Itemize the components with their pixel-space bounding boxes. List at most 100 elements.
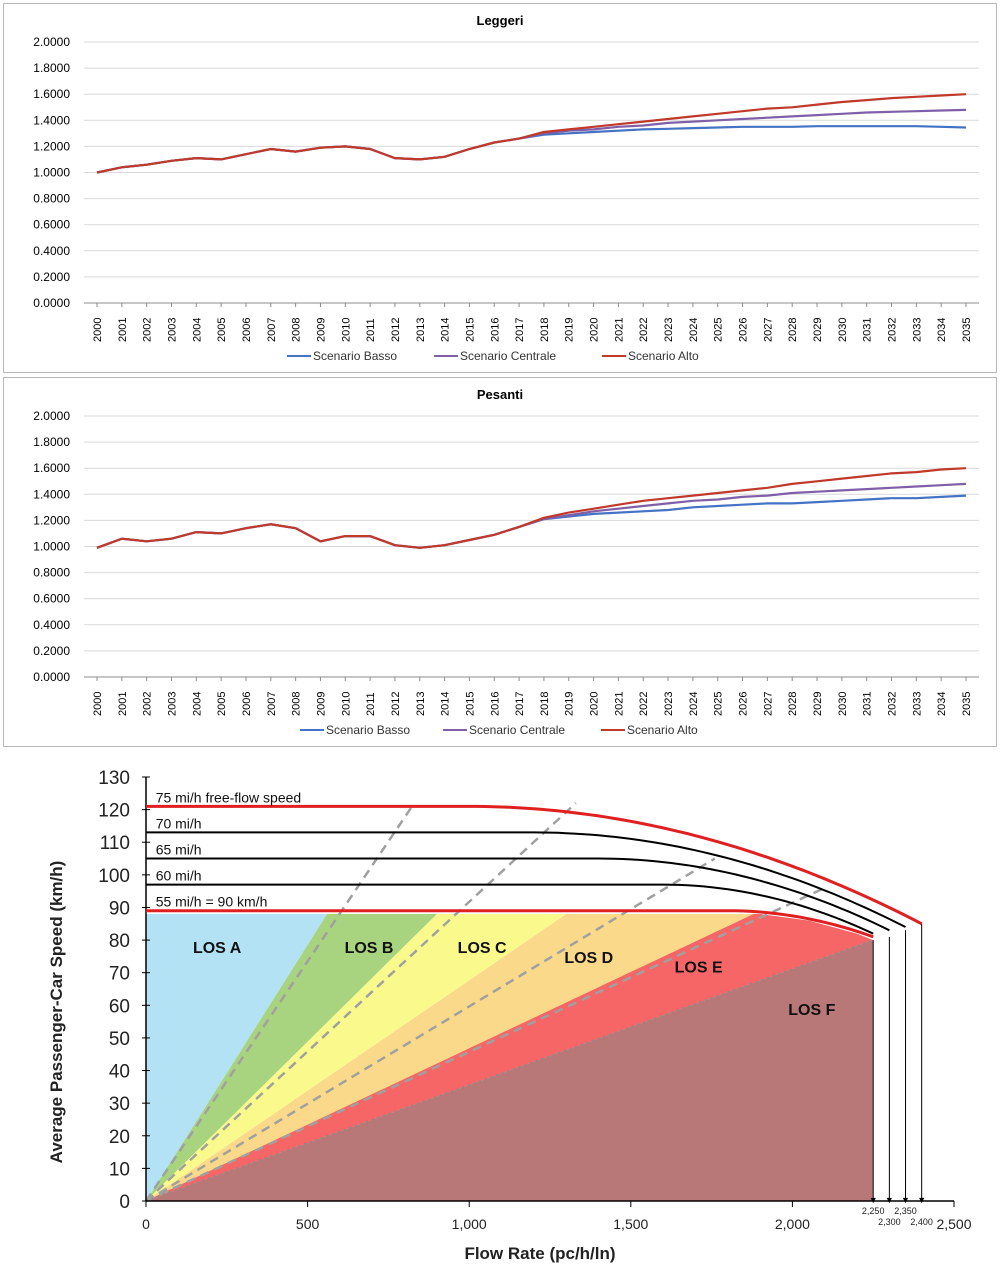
y-tick-label: 10	[109, 1159, 130, 1180]
x-tick-label: 2023	[663, 692, 675, 716]
x-tick-label: 2034	[936, 318, 948, 342]
x-tick-label: 0	[142, 1216, 150, 1232]
capacity-label: 2,300	[878, 1217, 901, 1227]
y-tick-label: 1.0000	[33, 540, 70, 554]
speed-curve-label: 75 mi/h free-flow speed	[156, 789, 302, 805]
capacity-arrow: ▼	[901, 1195, 910, 1205]
speed-curve	[146, 804, 923, 926]
y-tick-label: 0.6000	[33, 592, 70, 606]
chart-panel-pesanti: Pesanti 0.0000 0.2000 0.4000 0.6000 0.8000 1.0…	[3, 377, 997, 747]
x-tick-label: 2,000	[775, 1216, 810, 1232]
x-tick-label: 2025	[713, 692, 725, 716]
x-tick-label: 2029	[812, 318, 824, 342]
x-tick-label: 2009	[315, 692, 327, 716]
series-line-scenario-alto	[96, 93, 967, 174]
x-tick-label: 2025	[713, 318, 725, 342]
los-b-region	[146, 914, 437, 1201]
x-tick-label: 2017	[514, 318, 526, 342]
x-tick-label: 2012	[390, 318, 402, 342]
chart-title: Pesanti	[477, 387, 523, 402]
x-tick-label: 2005	[216, 318, 228, 342]
density-line-ef	[145, 939, 874, 1202]
y-tick-label: 0.8000	[33, 192, 70, 206]
x-tick-label: 2,500	[936, 1216, 971, 1232]
density-line-de	[145, 886, 826, 1203]
x-tick-label: 2004	[191, 318, 203, 342]
speed-curve-label: 55 mi/h = 90 km/h	[156, 894, 268, 910]
x-tick-label: 2021	[613, 318, 625, 342]
los-c-region	[146, 914, 567, 1201]
x-tick-label: 2031	[862, 692, 874, 716]
los-label: LOS B	[345, 940, 394, 957]
y-tick-label: 1.4000	[33, 487, 70, 501]
chart-panel-leggeri: Leggeri 0.0000 0.2000 0.4000 0.6000 0.8000 1.0…	[3, 3, 997, 373]
speed-curve	[146, 883, 874, 935]
y-axis-title: Average Passenger-Car Speed (km/h)	[47, 861, 66, 1164]
y-tick-label: 110	[100, 833, 130, 854]
y-tick-label: 20	[109, 1127, 130, 1148]
x-tick-label: 2030	[837, 692, 849, 716]
legend-label: Scenario Basso	[313, 349, 397, 363]
x-tick-label: 2018	[539, 692, 551, 716]
y-tick-label: 1.6000	[33, 87, 70, 101]
y-tick-label: 50	[109, 1029, 130, 1050]
los-d-region	[146, 914, 754, 1201]
y-tick-label: 0.0000	[33, 296, 70, 310]
y-tick-label: 0.2000	[33, 644, 70, 658]
los-label: LOS C	[458, 940, 507, 957]
x-tick-label: 2008	[291, 318, 303, 342]
los-label: LOS F	[788, 1002, 835, 1019]
x-axis-title: Flow Rate (pc/h/ln)	[464, 1244, 615, 1263]
series-line-scenario-alto	[96, 467, 967, 549]
x-tick-label: 2033	[911, 692, 923, 716]
x-tick-label: 2026	[738, 318, 750, 342]
capacity-arrow: ▼	[917, 1195, 926, 1205]
capacity-label: 2,350	[894, 1206, 917, 1216]
y-tick-label: 1.2000	[33, 513, 70, 527]
x-tick-label: 2014	[440, 692, 452, 716]
y-tick-label: 120	[98, 801, 130, 822]
legend-label: Scenario Alto	[627, 723, 698, 737]
x-tick-label: 2006	[241, 318, 253, 342]
x-tick-label: 2000	[92, 318, 104, 342]
x-tick-label: 2019	[564, 318, 576, 342]
y-tick-label: 2.0000	[33, 409, 70, 423]
y-tick-label: 90	[109, 898, 130, 919]
series-line-scenario-basso	[96, 125, 967, 174]
los-label: LOS D	[564, 950, 613, 967]
x-tick-label: 2032	[887, 318, 899, 342]
speed-curve	[146, 909, 874, 939]
y-tick-label: 0.8000	[33, 566, 70, 580]
chart-pesanti: Pesanti 0.0000 0.2000 0.4000 0.6000 0.8000 1.0…	[33, 387, 979, 737]
x-tick-label: 2017	[514, 692, 526, 716]
x-tick-label: 2028	[787, 692, 799, 716]
x-tick-label: 2015	[464, 692, 476, 716]
x-tick-label: 2011	[365, 318, 377, 342]
density-line-bc	[145, 802, 577, 1202]
x-tick-label: 2001	[117, 692, 129, 716]
x-tick-label: 2016	[489, 692, 501, 716]
x-tick-label: 2023	[663, 318, 675, 342]
x-tick-label: 2003	[166, 318, 178, 342]
x-tick-label: 2022	[638, 318, 650, 342]
y-tick-label: 1.6000	[33, 461, 70, 475]
x-tick-label: 2003	[166, 692, 178, 716]
x-tick-label: 2020	[589, 692, 601, 716]
los-a-region	[146, 914, 327, 1201]
x-tick-label: 2001	[117, 318, 129, 342]
legend-label: Scenario Centrale	[469, 723, 565, 737]
speed-curve	[146, 857, 890, 932]
speed-curve-label: 70 mi/h	[156, 815, 202, 831]
x-tick-label: 2015	[464, 318, 476, 342]
x-tick-label: 2012	[390, 692, 402, 716]
x-tick-label: 2027	[762, 692, 774, 716]
density-line-ab	[144, 802, 416, 1202]
x-tick-label: 2019	[564, 692, 576, 716]
chart-leggeri: Leggeri 0.0000 0.2000 0.4000 0.6000 0.8000 1.0…	[33, 13, 979, 363]
x-tick-label: 2006	[241, 692, 253, 716]
y-tick-label: 60	[109, 996, 130, 1017]
x-tick-label: 2024	[688, 318, 700, 342]
los-label: LOS A	[193, 940, 242, 957]
density-line-cd	[145, 857, 716, 1203]
x-tick-label: 2035	[961, 318, 973, 342]
